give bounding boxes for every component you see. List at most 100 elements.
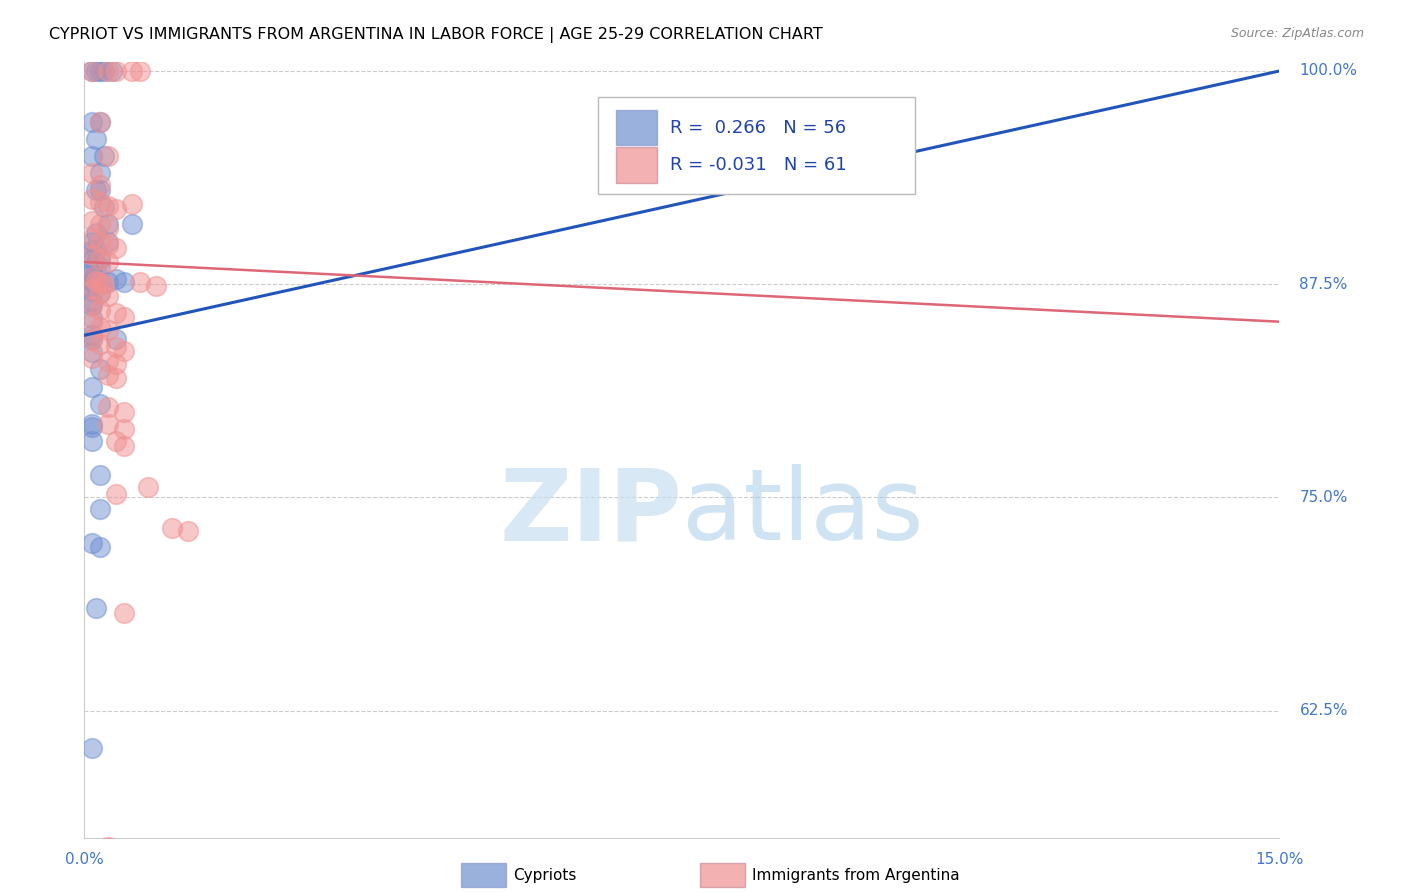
- Point: [82, 64, 104, 78]
- Point: [82, 298, 104, 312]
- Point: [105, 272, 128, 286]
- Point: [82, 248, 104, 262]
- Point: [93, 201, 115, 215]
- Point: [82, 280, 104, 294]
- Point: [82, 417, 104, 431]
- Point: [82, 741, 104, 756]
- Point: [82, 434, 104, 448]
- Point: [112, 276, 135, 290]
- Point: [82, 274, 104, 288]
- Point: [82, 334, 104, 348]
- Point: [97, 323, 120, 337]
- Point: [97, 64, 120, 78]
- Point: [82, 420, 104, 434]
- Point: [105, 202, 128, 216]
- Point: [89, 468, 111, 483]
- Point: [105, 241, 128, 255]
- Point: [89, 285, 111, 300]
- Point: [82, 311, 104, 326]
- Point: [82, 299, 104, 313]
- Point: [82, 231, 104, 245]
- Point: [82, 379, 104, 393]
- Point: [97, 255, 120, 269]
- Point: [82, 345, 104, 359]
- Text: atlas: atlas: [682, 464, 924, 561]
- Point: [97, 417, 120, 431]
- Point: [82, 294, 104, 309]
- Text: 87.5%: 87.5%: [1299, 277, 1348, 292]
- Text: 62.5%: 62.5%: [1299, 703, 1348, 718]
- Text: 15.0%: 15.0%: [1256, 852, 1303, 867]
- Point: [105, 64, 128, 78]
- Point: [89, 235, 111, 249]
- Point: [121, 64, 143, 78]
- Point: [97, 149, 120, 163]
- Point: [82, 265, 104, 279]
- Point: [97, 840, 120, 855]
- Point: [121, 197, 143, 211]
- Point: [97, 400, 120, 414]
- Point: [89, 252, 111, 266]
- Point: [86, 64, 108, 78]
- Point: [105, 332, 128, 346]
- Point: [97, 235, 120, 249]
- Point: [121, 218, 143, 232]
- Point: [129, 276, 152, 290]
- Point: [93, 149, 115, 163]
- Text: Cypriots: Cypriots: [513, 869, 576, 883]
- Point: [105, 357, 128, 371]
- Point: [82, 64, 104, 78]
- Point: [129, 64, 152, 78]
- Point: [89, 178, 111, 193]
- Point: [86, 263, 108, 277]
- Point: [82, 328, 104, 343]
- Point: [82, 317, 104, 331]
- Point: [82, 282, 104, 296]
- Point: [82, 351, 104, 365]
- Point: [93, 64, 115, 78]
- Point: [97, 354, 120, 368]
- Point: [105, 340, 128, 354]
- Point: [86, 274, 108, 288]
- Point: [82, 166, 104, 180]
- Point: [86, 183, 108, 197]
- Point: [145, 278, 167, 293]
- Point: [112, 343, 135, 358]
- Point: [89, 195, 111, 210]
- Text: ZIP: ZIP: [499, 464, 682, 561]
- Point: [89, 166, 111, 180]
- Point: [89, 319, 111, 334]
- Text: 100.0%: 100.0%: [1299, 63, 1357, 78]
- Point: [97, 276, 120, 290]
- Point: [82, 115, 104, 129]
- FancyBboxPatch shape: [616, 147, 657, 183]
- Point: [105, 434, 128, 448]
- Point: [86, 243, 108, 257]
- Point: [82, 270, 104, 285]
- Point: [112, 607, 135, 621]
- Point: [97, 199, 120, 213]
- Point: [86, 277, 108, 292]
- Point: [101, 64, 124, 78]
- Text: 75.0%: 75.0%: [1299, 490, 1348, 505]
- Point: [82, 214, 104, 228]
- Point: [89, 115, 111, 129]
- Point: [112, 439, 135, 453]
- Point: [105, 487, 128, 501]
- Point: [177, 524, 200, 539]
- Point: [82, 243, 104, 257]
- Point: [86, 226, 108, 240]
- Point: [136, 480, 159, 494]
- Point: [97, 218, 120, 232]
- Point: [89, 285, 111, 300]
- Text: 0.0%: 0.0%: [65, 852, 104, 867]
- Point: [89, 502, 111, 516]
- Point: [82, 332, 104, 346]
- Point: [89, 183, 111, 197]
- Point: [89, 260, 111, 274]
- Point: [89, 336, 111, 351]
- Point: [105, 371, 128, 385]
- Text: Source: ZipAtlas.com: Source: ZipAtlas.com: [1230, 27, 1364, 40]
- Point: [86, 601, 108, 615]
- Point: [82, 235, 104, 249]
